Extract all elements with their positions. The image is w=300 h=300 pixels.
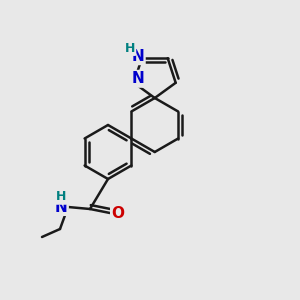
Text: N: N <box>131 49 144 64</box>
Text: H: H <box>124 42 135 55</box>
Text: N: N <box>55 200 68 214</box>
Text: H: H <box>56 190 66 203</box>
Text: N: N <box>131 71 144 86</box>
Text: O: O <box>112 206 124 220</box>
